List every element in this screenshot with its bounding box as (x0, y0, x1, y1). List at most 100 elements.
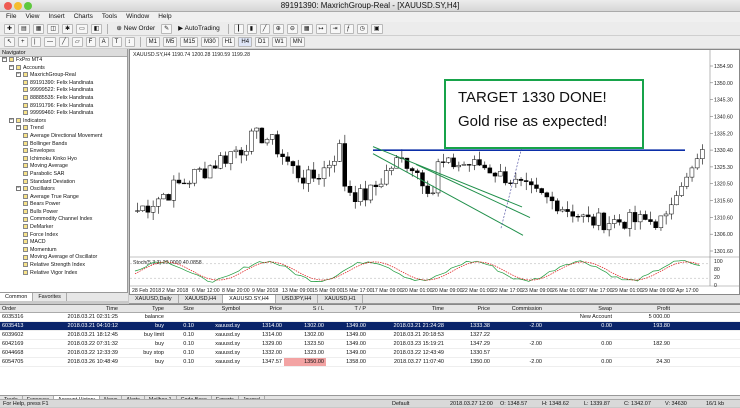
navigator-item[interactable]: Moving Average of Oscillator (0, 254, 127, 262)
close-window-button[interactable] (4, 2, 12, 10)
table-row[interactable]: 6054705 2018.03.26 10:48:49 buy 0.10 xauusd.… (0, 358, 740, 367)
vertical-line-icon[interactable]: | (31, 37, 42, 47)
timeframe-m5[interactable]: M5 (163, 37, 178, 47)
menu-tools[interactable]: Tools (101, 13, 118, 20)
chart-window[interactable]: XAUUSD.SY,H4 1190.74 1200.28 1190.59 119… (129, 49, 740, 295)
tab-common[interactable]: Common (0, 293, 34, 301)
tab-favorites[interactable]: Favorites (33, 293, 67, 301)
navigator-item[interactable]: MACD (0, 239, 127, 247)
timeframe-d1[interactable]: D1 (255, 37, 269, 47)
menu-window[interactable]: Window (126, 13, 150, 20)
table-row[interactable]: 6044668 2018.03.22 12:33:39 buy stop 0.10 xa… (0, 349, 740, 358)
navigator-item[interactable]: Bulls Power (0, 209, 127, 217)
navigator-item[interactable]: Average Directional Movement (0, 133, 127, 141)
cursor-icon[interactable]: ↖ (4, 37, 16, 47)
menu-view[interactable]: View (25, 13, 40, 20)
navigator-item[interactable]: Ichimoku Kinko Hyo (0, 156, 127, 164)
candlestick-icon[interactable]: ▮ (246, 23, 257, 34)
text-icon[interactable]: A (98, 37, 109, 47)
navigator-item[interactable]: Commodity Channel Index (0, 216, 127, 224)
zoom-in-icon[interactable]: ⊕ (272, 23, 284, 34)
column-header[interactable]: Time (105, 306, 118, 312)
price-chart[interactable]: XAUUSD.SY,H4 1190.74 1200.28 1190.59 119… (130, 50, 739, 294)
timeframe-m15[interactable]: M15 (180, 37, 199, 47)
menu-charts[interactable]: Charts (73, 13, 93, 20)
expand-toggle-icon[interactable]: − (16, 71, 21, 78)
column-header[interactable]: Size (183, 306, 194, 312)
navigator-icon[interactable]: ✱ (62, 23, 74, 34)
navigator-item[interactable]: Standard Deviation (0, 179, 127, 187)
chart-tab[interactable]: XAUUSD,Daily (129, 295, 179, 303)
column-header[interactable]: Type (152, 306, 164, 312)
column-header[interactable]: Price (477, 306, 490, 312)
zoom-out-icon[interactable]: ⊖ (286, 23, 298, 34)
column-header[interactable]: Order (2, 306, 17, 312)
column-header[interactable]: Symbol (221, 306, 240, 312)
profiles-icon[interactable]: ▤ (18, 23, 30, 34)
table-row[interactable]: 6039602 2018.03.21 18:12:45 buy limit 0.10 x… (0, 331, 740, 340)
terminal-icon[interactable]: ▭ (76, 23, 88, 34)
chart-tab[interactable]: XAUUSD,H4 (179, 295, 224, 303)
arrows-icon[interactable]: ↕ (124, 37, 135, 47)
navigator-item[interactable]: − Oscillators (0, 186, 127, 194)
data-window-icon[interactable]: ◫ (47, 23, 60, 34)
horizontal-line-icon[interactable]: — (44, 37, 57, 47)
timeframe-m1[interactable]: M1 (145, 37, 161, 47)
timeframe-m30[interactable]: M30 (201, 37, 219, 47)
navigator-item[interactable]: 99999460: Felix Handinata (0, 110, 127, 118)
indicators-icon[interactable]: ƒ (343, 23, 354, 34)
navigator-item[interactable]: Envelopes (0, 148, 127, 156)
navigator-item[interactable]: DeMarker (0, 224, 127, 232)
navigator-item[interactable]: Parabolic SAR (0, 171, 127, 179)
navigator-item[interactable]: 89191796: Felix Handinata (0, 103, 127, 111)
navigator-item[interactable]: Force Index (0, 232, 127, 240)
expand-toggle-icon[interactable]: − (16, 124, 21, 131)
navigator-item[interactable]: Relative Vigor Index (0, 270, 127, 278)
new-order-button[interactable]: ⊕ New Order (116, 24, 156, 32)
navigator-item[interactable]: Average True Range (0, 194, 127, 202)
auto-scroll-icon[interactable]: ↦ (315, 23, 327, 34)
timeframe-h4[interactable]: H4 (238, 37, 253, 47)
navigator-item[interactable]: Bears Power (0, 201, 127, 209)
expand-toggle-icon[interactable]: − (16, 185, 21, 192)
chart-shift-icon[interactable]: ⇥ (329, 23, 341, 34)
chart-tab-active[interactable]: XAUUSD.SY,H4 (223, 295, 276, 303)
expand-toggle-icon[interactable]: − (2, 56, 7, 63)
crosshair-icon[interactable]: + (18, 37, 29, 47)
navigator-item[interactable]: − Trend (0, 125, 127, 133)
menu-help[interactable]: Help (158, 13, 172, 20)
navigator-item[interactable]: Relative Strength Index (0, 262, 127, 270)
line-chart-icon[interactable]: ╱ (259, 23, 270, 34)
chart-tab[interactable]: USDJPY,H4 (276, 295, 319, 303)
navigator-item[interactable]: Moving Average (0, 163, 127, 171)
timeframe-mn[interactable]: MN (289, 37, 306, 47)
navigator-item[interactable]: 88885535: Felix Handinata (0, 95, 127, 103)
navigator-item[interactable]: Bollinger Bands (0, 141, 127, 149)
market-watch-icon[interactable]: ▦ (32, 23, 45, 34)
column-header[interactable]: S / L (312, 306, 324, 312)
label-icon[interactable]: T (111, 37, 122, 47)
timeframe-w1[interactable]: W1 (271, 37, 287, 47)
column-header[interactable]: Price (269, 306, 282, 312)
periods-icon[interactable]: ◷ (356, 23, 368, 34)
metaeditor-icon[interactable]: ✎ (161, 23, 173, 34)
navigator-item[interactable]: 99999522: Felix Handinata (0, 87, 127, 95)
navigator-item[interactable]: − FxPro MT4 (0, 57, 127, 65)
column-header[interactable]: Profit (657, 306, 670, 312)
column-header[interactable]: Swap (598, 306, 612, 312)
expand-toggle-icon[interactable]: − (9, 63, 14, 70)
table-row[interactable]: 6035316 2018.03.21 02:31:25 balance New Acc… (0, 313, 740, 322)
navigator-item[interactable]: Momentum (0, 247, 127, 255)
trendline-icon[interactable]: ╱ (59, 37, 70, 47)
maximize-window-button[interactable] (24, 2, 32, 10)
column-header[interactable]: T / P (354, 306, 366, 312)
templates-icon[interactable]: ▣ (370, 23, 383, 34)
autotrading-button[interactable]: ▶ AutoTrading (178, 24, 220, 32)
chart-tab[interactable]: XAUUSD,H1 (318, 295, 363, 303)
expand-toggle-icon[interactable]: − (9, 116, 14, 123)
channel-icon[interactable]: ▱ (72, 37, 83, 47)
menu-insert[interactable]: Insert (48, 13, 65, 20)
navigator-item[interactable]: − Accounts (0, 63, 127, 73)
timeframe-h1[interactable]: H1 (221, 37, 236, 47)
navigator-item[interactable]: 89191390: Felix Handinata (0, 80, 127, 88)
